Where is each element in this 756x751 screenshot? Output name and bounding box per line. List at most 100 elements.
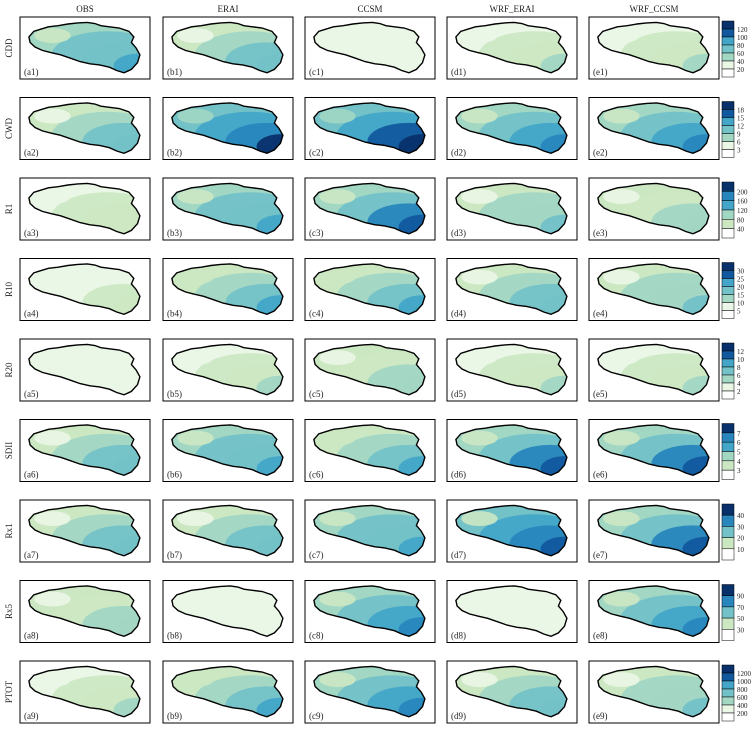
colorbar-segment [721,664,735,674]
colorbar-tick-label: 200 [737,188,748,196]
panel-label: (d5) [451,389,466,399]
colorbar-segment [721,109,735,118]
panel-label: (a5) [24,389,39,399]
colorbar-segment [721,141,735,150]
colorbar-segment [721,125,735,134]
contour-patch [177,108,214,124]
colorbar-segment [721,20,735,30]
colorbar-segment [721,52,735,62]
colorbar-tick-label: 3 [737,147,741,155]
colorbar-tick-label: 100 [737,34,748,42]
panel-label: (a6) [24,470,39,480]
panel-label: (e3) [593,228,608,238]
plateau-outline [455,21,568,74]
plateau-outline [313,343,426,396]
plateau-outline [597,585,710,638]
panel-label: (c8) [309,631,324,641]
plateau-outline [28,665,141,718]
row-label: Rx5 [4,604,14,620]
colorbar-segment [721,342,735,352]
colorbar-tick-label: 8 [737,364,741,372]
row-label: Rx1 [4,523,14,538]
contour-patch [319,511,356,527]
contour-patch [603,430,640,446]
map-panel: (c1) [304,16,436,80]
colorbar-tick-label: 80 [737,216,745,224]
panel-label: (e8) [593,631,608,641]
colorbar-segment [721,228,735,239]
map-panel: (d6) [446,419,578,482]
colorbar-tick-label: 20 [737,66,745,74]
map-panel: (b9) [162,660,294,724]
colorbar-tick-label: 1200 [737,670,752,678]
contour-patch [177,269,214,285]
plateau-outline [28,504,141,557]
map-panel: (e7) [588,499,720,563]
column-title: WRF_ERAI [490,4,535,14]
colorbar: 10 20 30 40 [721,503,745,561]
plateau-outline [171,424,284,477]
panel-label: (b4) [167,309,182,319]
colorbar-tick-label: 2 [737,388,741,396]
contour-patch [461,269,498,285]
contour-patch [319,430,356,446]
contour-patch [319,269,356,285]
panel-label: (c4) [309,309,324,319]
plateau-outline [455,585,568,638]
colorbar-segment [721,262,735,271]
colorbar-tick-label: 10 [737,356,745,364]
plateau-outline [455,665,568,718]
map-panel: (e4) [588,258,720,321]
colorbar-tick-label: 5 [737,308,741,316]
plateau-outline [28,263,141,316]
plateau-outline [455,504,568,557]
colorbar-segment [721,537,735,550]
map-panel: (a5) [19,338,151,402]
plateau-outline [597,424,710,477]
colorbar-segment [721,270,735,279]
colorbar-segment [721,366,735,376]
panel-label: (b6) [167,470,182,480]
map-panel: (b7) [162,499,294,563]
map-panel: (d7) [446,499,578,563]
contour-patch [34,189,71,205]
panel-label: (c2) [309,148,324,158]
colorbar-segment [721,294,735,303]
contour-patch [34,511,71,527]
panel-label: (c6) [309,470,324,480]
colorbar-tick-label: 30 [737,523,745,531]
plateau-outline [597,504,710,557]
colorbar-segment [721,310,735,319]
contour-patch [319,672,356,688]
column-title: CCSM [357,4,382,14]
contour-patch [461,189,498,205]
plateau-outline [28,424,141,477]
colorbar-segment [721,181,735,192]
map-panel: (b1) [162,16,294,80]
contour-patch [319,189,356,205]
colorbar-segment [721,382,735,392]
colorbar-tick-label: 15 [737,115,745,123]
panel-label: (b9) [167,711,182,721]
map-panel: (e5) [588,338,720,402]
contour-patch [319,591,356,607]
colorbar-tick-label: 20 [737,284,745,292]
plateau-outline [313,182,426,235]
map-panel: (b8) [162,580,294,643]
colorbar-tick-label: 60 [737,50,745,58]
panel-label: (a1) [24,67,39,77]
map-panel: (a3) [19,177,151,241]
row-label: PTOT [4,680,14,703]
map-panel: (e8) [588,580,720,643]
contour-patch [34,672,71,688]
panel-label: (d3) [451,228,466,238]
plateau-outline [28,21,141,74]
colorbar-segment [721,441,735,452]
contour-patch [177,591,214,607]
contour-patch [177,189,214,205]
plateau-outline [171,504,284,557]
colorbar-segment [721,606,735,619]
colorbar-segment [721,712,735,722]
plateau-outline [313,21,426,74]
